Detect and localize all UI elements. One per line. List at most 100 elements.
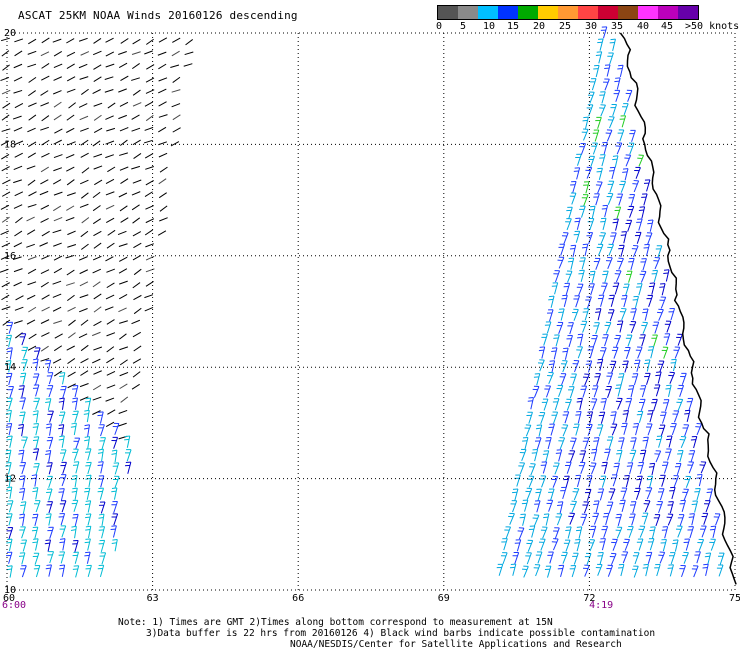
wind-barb [119,280,128,285]
wind-barb [696,473,703,487]
wind-barb [5,475,12,488]
wind-barb [534,500,541,513]
wind-barb [654,563,661,577]
legend-label: 15 [506,21,520,32]
wind-barb [639,270,647,283]
legend-label: 20 [532,21,546,32]
wind-barb [612,218,619,231]
wind-barb [85,448,92,461]
wind-barb [699,461,707,474]
wind-barb [589,462,597,475]
wind-barb [547,551,554,564]
wind-barb [79,383,89,388]
wind-barb [599,232,607,245]
wind-barb [547,309,554,322]
wind-barb [663,333,671,346]
wind-barb [557,256,565,269]
wind-barb [625,334,633,347]
wind-barb [106,357,115,364]
wind-barb [32,552,40,565]
longitude-label: 72 [583,593,595,604]
wind-barb [39,190,49,196]
wind-barb [67,192,76,197]
wind-barb [631,245,639,258]
wind-barb [111,538,118,552]
wind-barb [581,128,589,141]
wind-speed-scale-labels: 0 5 10 15 20 25 30 35 40 45 >50 knots [436,21,740,33]
wind-barb [78,103,88,108]
wind-barb [131,319,141,325]
wind-barb [32,373,40,386]
legend-swatch [438,6,458,19]
wind-barb [601,461,608,475]
wind-barb [185,39,194,46]
legend-swatch [478,6,498,19]
wind-barb [93,114,102,121]
wind-barb [111,449,118,463]
wind-barb [616,320,624,333]
wind-barb [18,385,25,398]
wind-barb [538,538,546,551]
wind-barb [41,255,50,260]
wind-barb [66,76,76,82]
wind-barb [512,552,520,565]
wind-barb [569,244,577,258]
wind-barb [553,270,561,283]
wind-barb [40,204,50,210]
wind-barb [614,334,622,347]
wind-barb [561,232,569,245]
wind-barb [552,398,560,411]
wind-barb [99,552,107,565]
wind-barb [654,450,662,463]
wind-barb [651,269,659,283]
wind-barb [85,461,92,475]
wind-barb [655,371,662,384]
wind-barb [0,37,10,42]
wind-barb [704,552,712,565]
wind-barb [80,179,89,185]
wind-barb [28,38,37,45]
wind-barb [1,166,10,172]
wind-barb [585,166,593,179]
wind-barb [669,552,676,565]
wind-barb [628,385,635,398]
wind-barb [18,513,25,526]
wind-barb [79,76,89,80]
wind-barb [84,436,91,449]
wind-barb [627,205,635,218]
wind-barb [1,282,10,288]
wind-barb [13,281,22,287]
wind-barb [85,513,92,526]
wind-barb [632,552,640,565]
wind-barb [679,499,686,513]
wind-barb [119,256,128,262]
wind-barb [544,321,552,334]
wind-barb [105,191,115,196]
wind-barb [6,397,13,410]
wind-barb [40,51,50,57]
latitude-label: 20 [4,28,16,39]
wind-barb [709,538,716,551]
wind-barb [66,345,75,351]
latitude-label: 10 [4,585,16,596]
wind-barb [1,306,11,311]
wind-barb [570,437,577,450]
wind-barb [519,513,526,526]
wind-barb [184,51,194,56]
wind-barb [575,153,582,166]
wind-barb [570,181,577,194]
wind-barb [608,488,616,501]
wind-barb [553,462,560,475]
wind-barb [606,501,614,514]
wind-barb [6,347,13,360]
wind-barb [27,229,36,235]
wind-barb [628,194,636,207]
wind-barb [19,475,26,488]
wind-barb [67,332,76,339]
wind-barb [528,525,536,538]
wind-barb [158,126,167,133]
wind-barb [47,526,54,539]
wind-barb [602,334,609,347]
wind-barb [93,306,102,313]
